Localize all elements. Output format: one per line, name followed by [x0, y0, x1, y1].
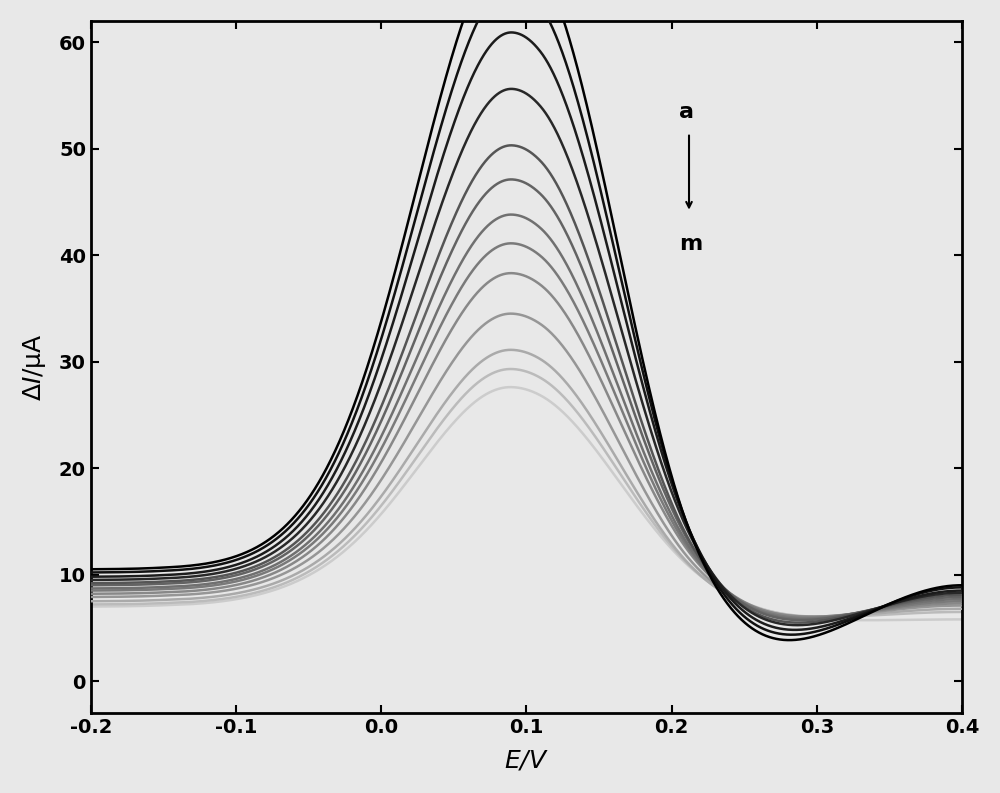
Text: a: a — [679, 102, 694, 122]
X-axis label: $E$/V: $E$/V — [504, 748, 549, 772]
Text: m: m — [679, 234, 702, 254]
Y-axis label: Δ$I$/μA: Δ$I$/μA — [21, 333, 48, 400]
